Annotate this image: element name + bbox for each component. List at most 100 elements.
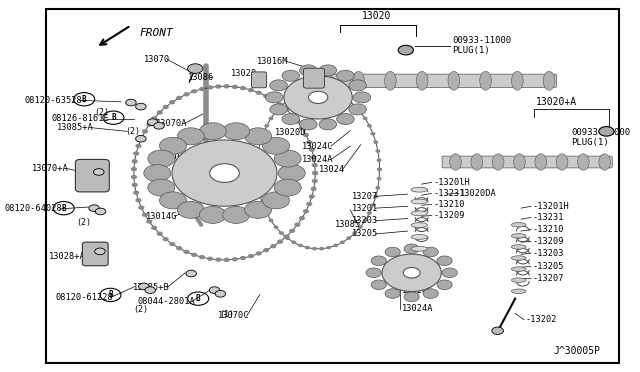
Ellipse shape [511, 256, 526, 260]
Text: 13070: 13070 [144, 55, 170, 64]
Circle shape [270, 80, 287, 91]
Circle shape [265, 212, 269, 214]
Text: 13014G: 13014G [146, 212, 178, 221]
Circle shape [334, 244, 337, 247]
Text: 13020DA: 13020DA [460, 189, 497, 198]
Circle shape [159, 137, 186, 154]
Circle shape [307, 141, 312, 144]
Text: 00933-11000: 00933-11000 [452, 36, 512, 45]
Circle shape [95, 208, 106, 215]
Circle shape [382, 254, 442, 292]
Circle shape [170, 243, 175, 246]
Circle shape [89, 205, 99, 211]
Circle shape [257, 91, 261, 94]
Circle shape [374, 141, 378, 143]
Circle shape [278, 240, 282, 243]
Circle shape [300, 65, 317, 76]
Circle shape [378, 168, 381, 170]
Ellipse shape [411, 246, 428, 251]
Circle shape [215, 291, 226, 297]
Text: -13203: -13203 [532, 249, 564, 258]
Circle shape [284, 76, 352, 119]
Circle shape [200, 123, 227, 140]
Circle shape [367, 125, 371, 127]
Text: 13020+A: 13020+A [536, 97, 577, 107]
Circle shape [216, 258, 221, 261]
Circle shape [303, 134, 308, 137]
Circle shape [290, 230, 294, 232]
Circle shape [306, 90, 309, 92]
Circle shape [337, 70, 354, 81]
Circle shape [232, 86, 237, 88]
Ellipse shape [511, 289, 526, 294]
Text: 08120-64028: 08120-64028 [4, 204, 63, 214]
Circle shape [292, 241, 296, 243]
Circle shape [257, 187, 260, 189]
Circle shape [148, 150, 175, 167]
Circle shape [358, 110, 362, 113]
Ellipse shape [511, 222, 526, 227]
Circle shape [224, 258, 229, 261]
Circle shape [300, 217, 304, 219]
Text: 08044-2801A: 08044-2801A [138, 297, 195, 306]
Circle shape [349, 80, 366, 91]
Circle shape [148, 179, 175, 196]
Ellipse shape [411, 211, 428, 216]
Circle shape [404, 292, 419, 302]
Circle shape [308, 91, 328, 103]
Circle shape [159, 192, 186, 209]
Circle shape [266, 92, 283, 103]
Ellipse shape [480, 71, 492, 90]
Ellipse shape [511, 267, 526, 271]
Circle shape [290, 114, 294, 117]
Circle shape [192, 253, 196, 256]
Circle shape [312, 180, 317, 182]
Text: -13210: -13210 [532, 225, 564, 234]
Ellipse shape [543, 71, 555, 90]
Text: (2): (2) [77, 218, 92, 227]
Circle shape [437, 256, 452, 266]
Ellipse shape [385, 71, 396, 90]
Circle shape [313, 171, 317, 174]
Circle shape [210, 164, 239, 182]
Circle shape [300, 119, 317, 130]
Circle shape [358, 226, 362, 228]
Circle shape [241, 257, 245, 260]
Circle shape [139, 137, 144, 140]
Circle shape [285, 237, 289, 239]
Text: 00933-11000: 00933-11000 [572, 128, 630, 137]
Circle shape [292, 95, 296, 97]
Circle shape [376, 150, 380, 152]
Text: 13020D: 13020D [275, 128, 307, 137]
Circle shape [216, 85, 221, 88]
FancyBboxPatch shape [303, 68, 324, 88]
Ellipse shape [471, 154, 483, 170]
Ellipse shape [416, 71, 428, 90]
Circle shape [255, 177, 259, 180]
Circle shape [403, 267, 420, 278]
Circle shape [232, 258, 237, 261]
Ellipse shape [577, 154, 589, 170]
Circle shape [136, 144, 141, 147]
Circle shape [125, 99, 136, 106]
Circle shape [313, 89, 316, 91]
Circle shape [385, 289, 400, 298]
Text: B: B [82, 95, 86, 104]
Text: 13024: 13024 [319, 165, 346, 174]
Circle shape [282, 70, 300, 81]
Circle shape [136, 135, 146, 142]
Circle shape [371, 204, 374, 206]
Circle shape [257, 150, 260, 152]
Ellipse shape [492, 154, 504, 170]
Circle shape [310, 195, 314, 198]
Text: -13231: -13231 [532, 213, 564, 222]
Circle shape [145, 287, 156, 294]
Circle shape [132, 160, 137, 163]
Text: B: B [108, 291, 113, 299]
Circle shape [132, 183, 137, 186]
Circle shape [177, 201, 204, 218]
Circle shape [269, 117, 273, 119]
Circle shape [152, 226, 157, 229]
Circle shape [147, 220, 152, 223]
Circle shape [244, 128, 271, 145]
